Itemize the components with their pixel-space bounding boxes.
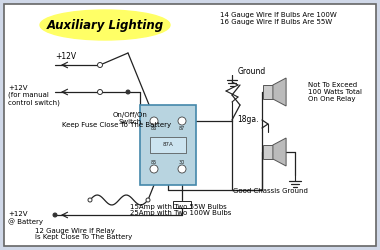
Text: 85: 85 bbox=[151, 160, 157, 164]
Circle shape bbox=[53, 213, 57, 217]
Text: 30: 30 bbox=[179, 160, 185, 164]
Circle shape bbox=[178, 165, 186, 173]
Text: 12 Gauge Wire If Relay
Is Kept Close To The Battery: 12 Gauge Wire If Relay Is Kept Close To … bbox=[35, 228, 132, 240]
Circle shape bbox=[178, 117, 186, 125]
Text: 14 Gauge Wire If Bulbs Are 100W
16 Gauge Wire If Bulbs Are 55W: 14 Gauge Wire If Bulbs Are 100W 16 Gauge… bbox=[220, 12, 337, 25]
Circle shape bbox=[98, 62, 103, 68]
Text: +12V
@ Battery: +12V @ Battery bbox=[8, 211, 43, 225]
Text: 15Amp with Two 55W Bulbs
25Amp with Two 100W Bulbs: 15Amp with Two 55W Bulbs 25Amp with Two … bbox=[130, 204, 231, 216]
Text: Good Chassis Ground: Good Chassis Ground bbox=[233, 188, 307, 194]
Circle shape bbox=[88, 198, 92, 202]
Circle shape bbox=[98, 90, 103, 94]
Text: Ground: Ground bbox=[238, 68, 266, 76]
Polygon shape bbox=[273, 138, 286, 166]
FancyBboxPatch shape bbox=[150, 137, 186, 153]
FancyBboxPatch shape bbox=[263, 85, 273, 99]
Text: Auxiliary Lighting: Auxiliary Lighting bbox=[46, 18, 163, 32]
Text: 86: 86 bbox=[151, 126, 157, 130]
FancyBboxPatch shape bbox=[4, 4, 376, 246]
Text: +12V: +12V bbox=[55, 52, 76, 61]
Circle shape bbox=[150, 165, 158, 173]
Polygon shape bbox=[273, 78, 286, 106]
Text: Not To Exceed
100 Watts Total
On One Relay: Not To Exceed 100 Watts Total On One Rel… bbox=[308, 82, 362, 102]
Ellipse shape bbox=[40, 10, 170, 40]
Text: Keep Fuse Close To The Battery: Keep Fuse Close To The Battery bbox=[62, 122, 171, 128]
Text: +12V
(for manual
control switch): +12V (for manual control switch) bbox=[8, 84, 60, 105]
Text: 87: 87 bbox=[179, 126, 185, 130]
FancyBboxPatch shape bbox=[173, 200, 191, 207]
Circle shape bbox=[126, 90, 130, 94]
Circle shape bbox=[146, 198, 150, 202]
FancyBboxPatch shape bbox=[263, 145, 273, 159]
Text: On/Off/On
Switch: On/Off/On Switch bbox=[112, 112, 147, 125]
Circle shape bbox=[150, 117, 158, 125]
FancyBboxPatch shape bbox=[140, 105, 196, 185]
Text: 18ga.: 18ga. bbox=[237, 116, 258, 124]
Text: 87A: 87A bbox=[163, 142, 173, 148]
